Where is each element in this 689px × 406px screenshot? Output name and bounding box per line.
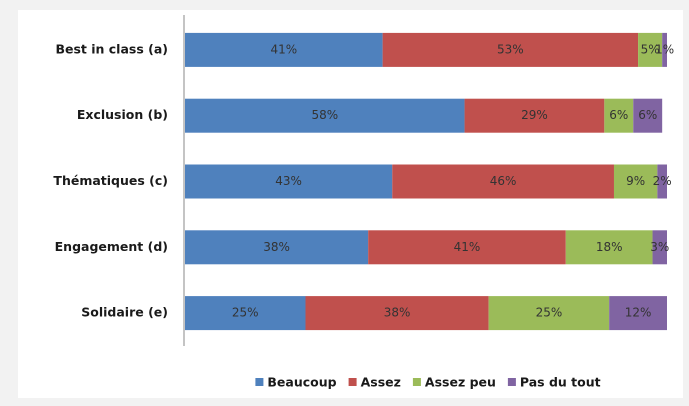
bar-segment (382, 32, 639, 67)
bar-segment (392, 164, 614, 199)
bar-segment (633, 98, 663, 133)
value-label: 38% (263, 240, 290, 254)
y-tick-label: Best in class (a) (55, 41, 168, 56)
y-tick-label: Engagement (d) (55, 239, 168, 254)
bar-segment (609, 296, 667, 331)
value-label: 41% (270, 42, 297, 56)
value-label: 2% (653, 174, 672, 188)
value-label: 6% (609, 108, 628, 122)
bar-segment (185, 164, 393, 199)
value-label: 41% (454, 240, 481, 254)
bar-segment (185, 296, 306, 331)
legend-label: Assez (361, 375, 401, 390)
y-tick-label: Solidaire (e) (81, 305, 168, 320)
bar-segment (305, 296, 489, 331)
legend-swatch (507, 378, 516, 386)
value-label: 18% (596, 240, 623, 254)
bar-segment (604, 98, 634, 133)
bar-segment (185, 32, 383, 67)
legend-label: Pas du tout (520, 375, 601, 390)
value-label: 1% (655, 42, 674, 56)
value-label: 25% (536, 306, 563, 320)
bar-segment (657, 164, 667, 199)
legend-swatch (255, 378, 264, 386)
value-label: 12% (625, 306, 652, 320)
value-label: 58% (311, 108, 338, 122)
value-label: 46% (490, 174, 517, 188)
value-label: 38% (384, 306, 411, 320)
bar-segment (565, 230, 653, 265)
bar-segment (613, 164, 658, 199)
bar-segment (638, 32, 663, 67)
value-label: 53% (497, 42, 524, 56)
y-tick-label: Exclusion (b) (77, 107, 168, 122)
plot-background (18, 10, 683, 398)
value-label: 29% (521, 108, 548, 122)
bar-segment (464, 98, 605, 133)
value-label: 9% (626, 174, 645, 188)
bar-segment (368, 230, 566, 265)
value-label: 5% (641, 42, 660, 56)
bar-segment (185, 98, 465, 133)
bar-segment (185, 230, 369, 265)
bar-segment (662, 32, 667, 67)
legend-label: Assez peu (425, 375, 496, 390)
value-label: 43% (275, 174, 302, 188)
value-label: 25% (232, 306, 259, 320)
bar-segment (488, 296, 610, 331)
y-tick-label: Thématiques (c) (53, 173, 168, 188)
bar-segment (652, 230, 667, 265)
legend-swatch (412, 378, 421, 386)
legend-label: Beaucoup (267, 375, 336, 390)
value-label: 6% (638, 108, 657, 122)
value-label: 3% (650, 240, 669, 254)
legend-swatch (348, 378, 357, 386)
